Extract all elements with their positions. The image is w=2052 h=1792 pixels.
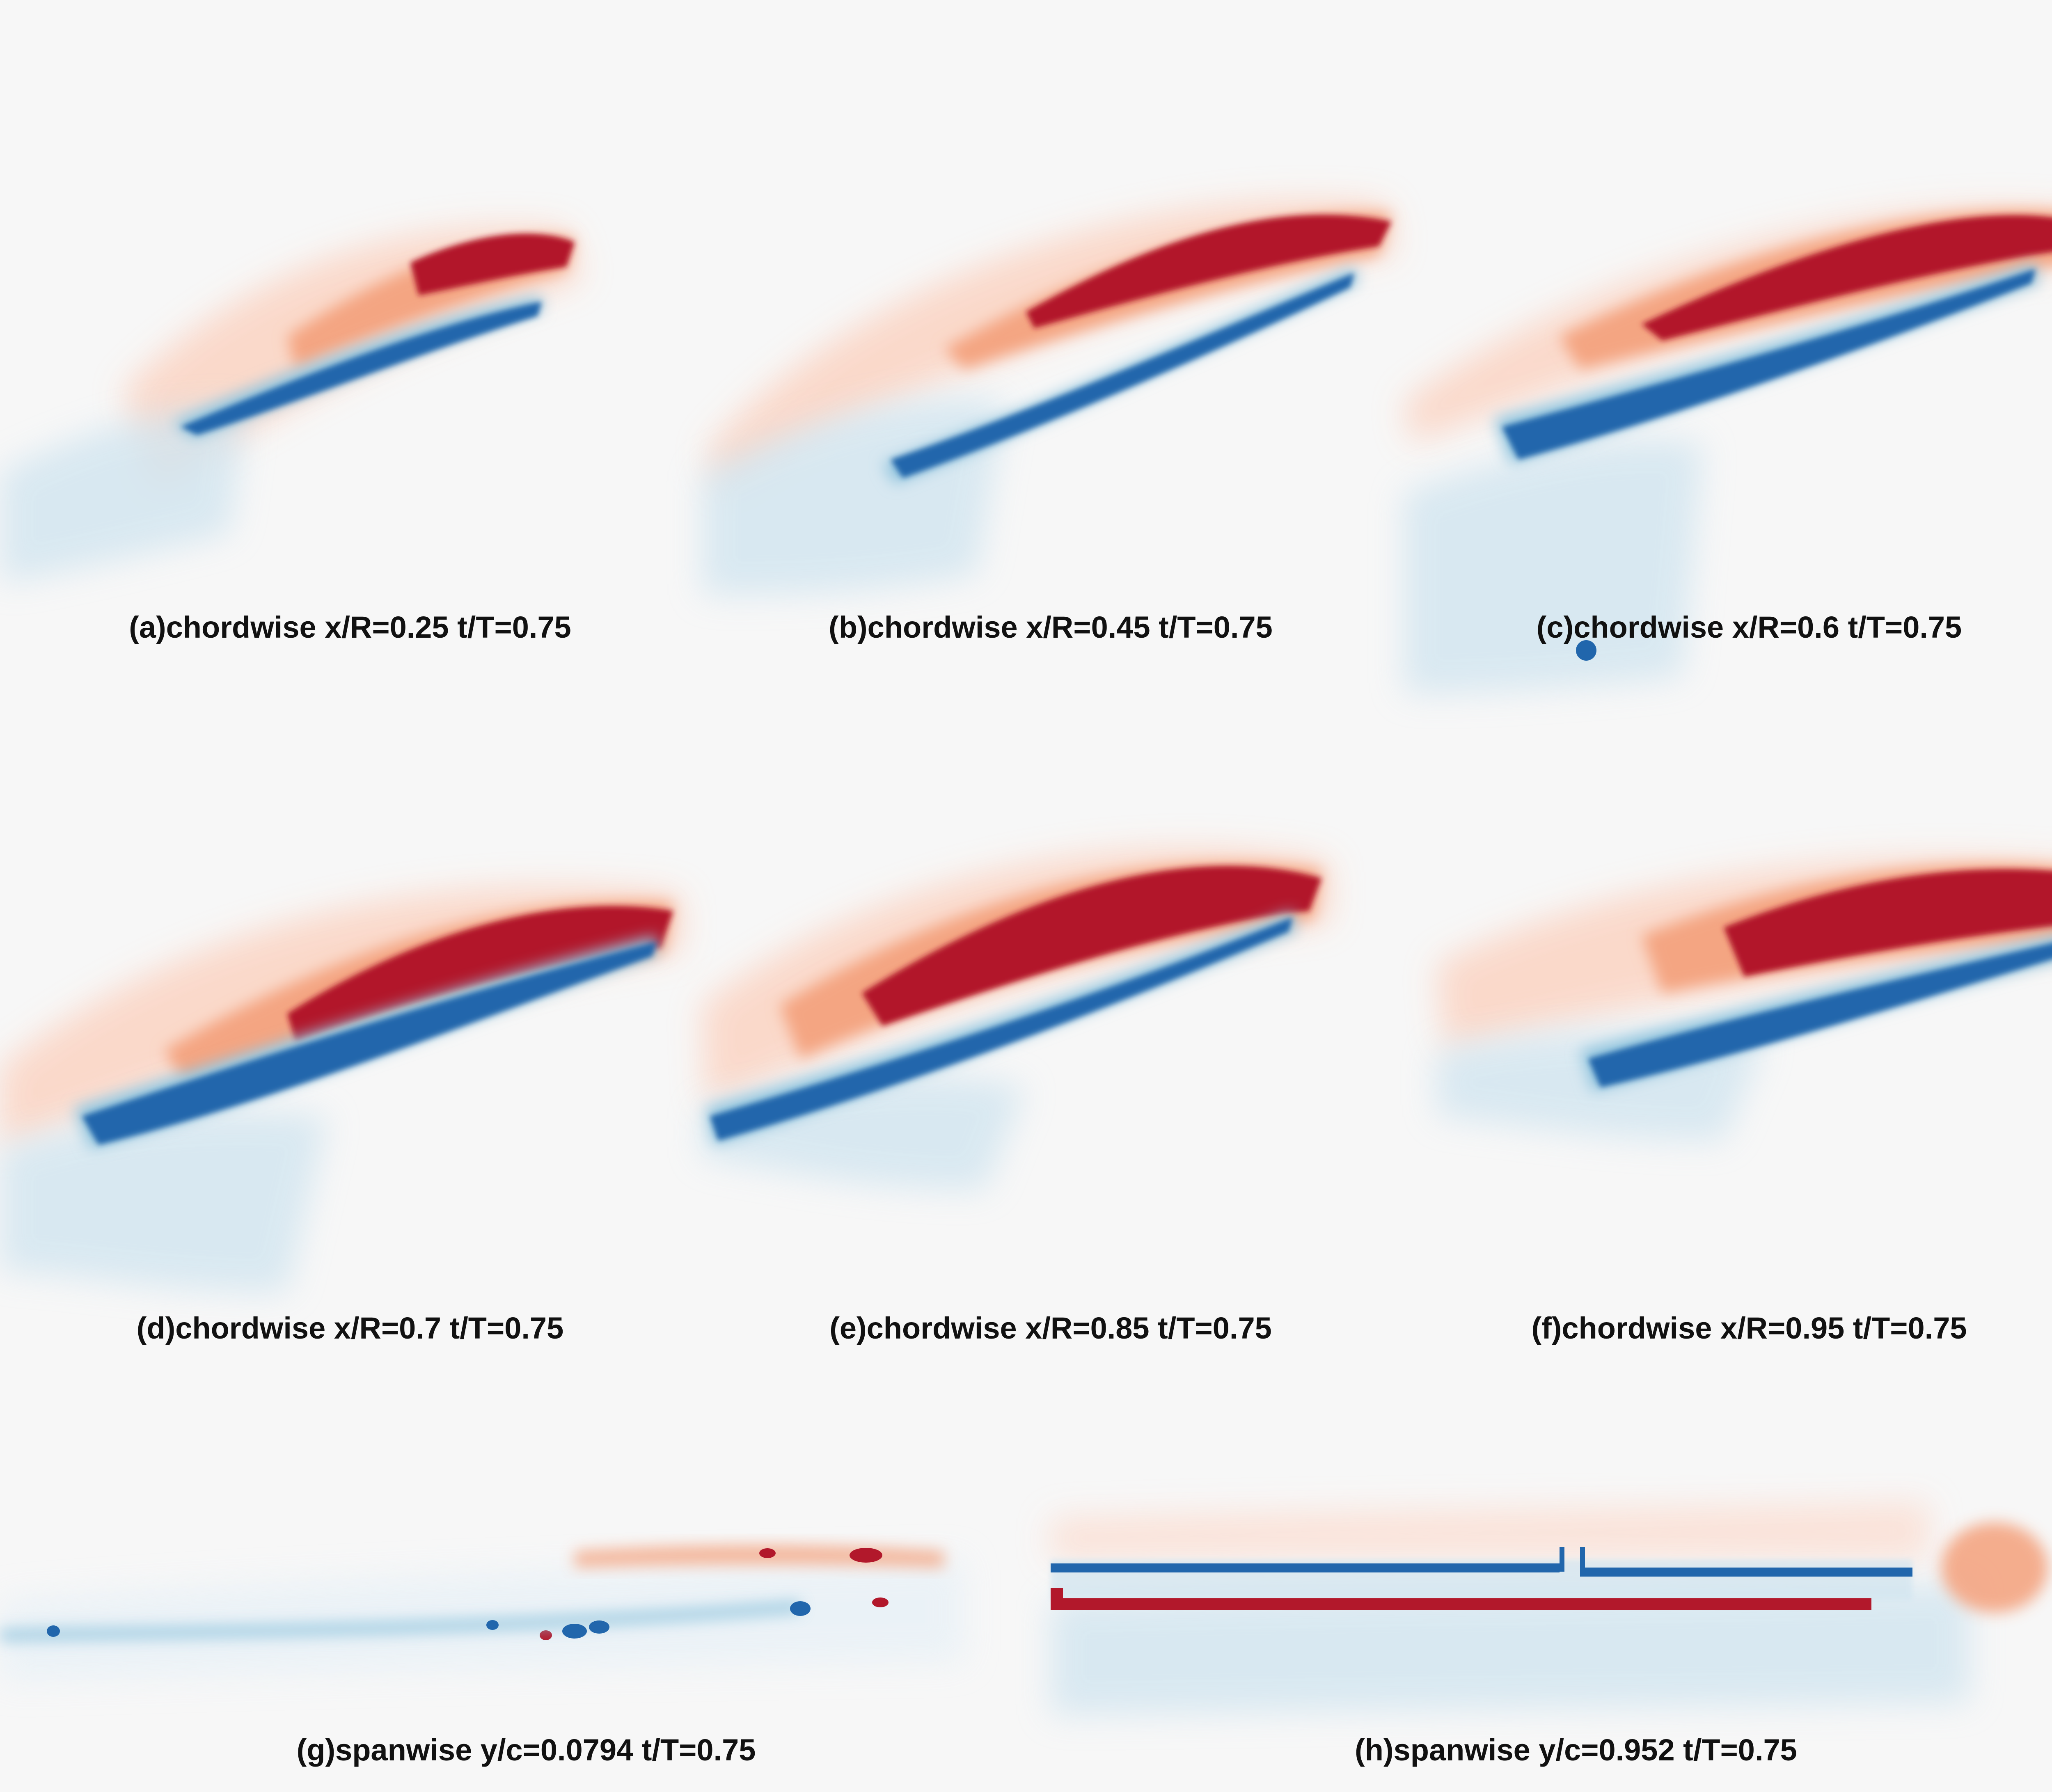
panel-b-caption: (b)chordwise x/R=0.45 t/T=0.75 xyxy=(829,610,1273,644)
panel-h-plot xyxy=(1051,1502,2048,1715)
panel-g-plot xyxy=(0,1545,964,1682)
panel-f-plot xyxy=(1436,858,2052,1141)
panel-g-caption: (g)spanwise y/c=0.0794 t/T=0.75 xyxy=(296,1733,756,1767)
panel-e-plot xyxy=(702,849,1330,1190)
panel-a-caption: (a)chordwise x/R=0.25 t/T=0.75 xyxy=(129,610,571,644)
panel-f-caption: (f)chordwise x/R=0.95 t/T=0.75 xyxy=(1531,1311,1967,1345)
panel-d-caption: (d)chordwise x/R=0.7 t/T=0.75 xyxy=(136,1311,564,1345)
panel-h-caption: (h)spanwise y/c=0.952 t/T=0.75 xyxy=(1355,1733,1797,1767)
panel-e-caption: (e)chordwise x/R=0.85 t/T=0.75 xyxy=(829,1311,1272,1345)
panel-c-plot xyxy=(1404,208,2052,693)
panel-c-caption: (c)chordwise x/R=0.6 t/T=0.75 xyxy=(1536,610,1962,644)
panel-d-plot xyxy=(0,887,681,1293)
panel-b-plot xyxy=(702,200,1395,595)
panel-a-plot xyxy=(0,227,583,583)
